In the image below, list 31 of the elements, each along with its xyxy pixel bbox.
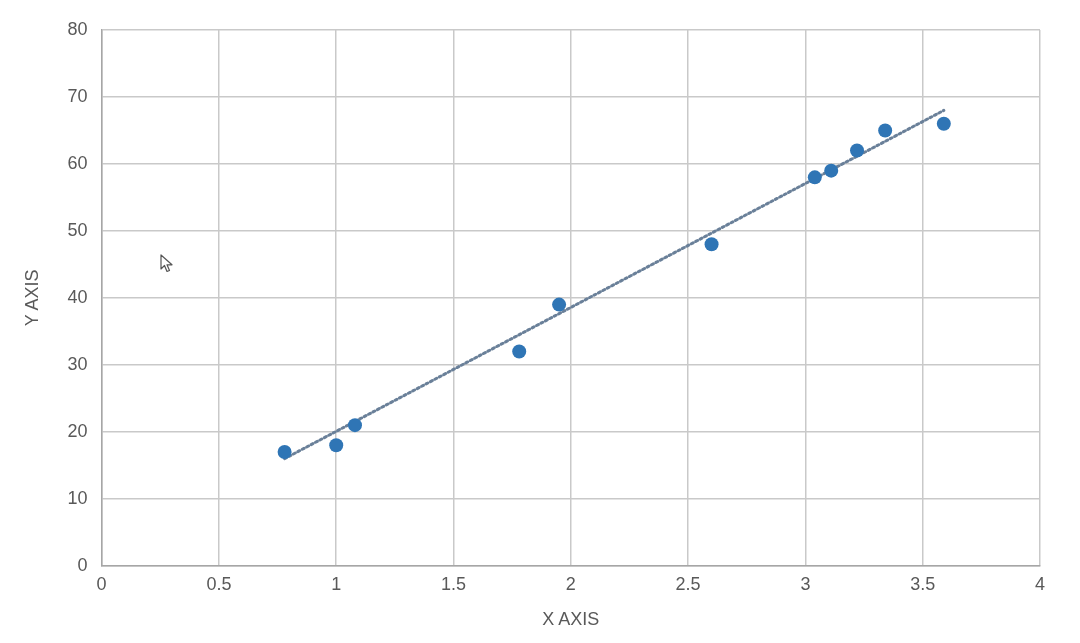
y-tick-label: 40 [67,286,88,307]
point [878,123,893,138]
y-tick-label: 80 [67,18,88,39]
point [552,297,567,312]
x-tick-label: 2 [565,573,576,594]
point [936,116,951,131]
x-tick-label: 1 [331,573,342,594]
y-tick-label: 0 [77,554,88,575]
x-tick-label: 0.5 [206,573,232,594]
point [807,170,822,185]
point [512,344,527,359]
y-tick-label: 70 [67,85,88,106]
x-tick-label: 3.5 [910,573,936,594]
x-axis-title: X AXIS [542,609,600,630]
x-tick-label: 3 [800,573,811,594]
x-tick-label: 4 [1034,573,1046,594]
point [347,418,362,433]
y-tick-label: 10 [67,487,88,508]
x-tick-label: 2.5 [675,573,701,594]
point [824,163,839,178]
x-tick-label: 0 [96,573,107,594]
y-tick-label: 50 [67,219,88,240]
y-axis-title: Y AXIS [21,269,42,327]
point [850,143,865,158]
point [277,444,292,459]
x-tick-label: 1.5 [441,573,467,594]
y-tick-label: 20 [67,420,88,441]
y-tick-label: 60 [67,152,88,173]
point [329,438,344,453]
y-tick-label: 30 [67,353,88,374]
point [704,237,719,252]
